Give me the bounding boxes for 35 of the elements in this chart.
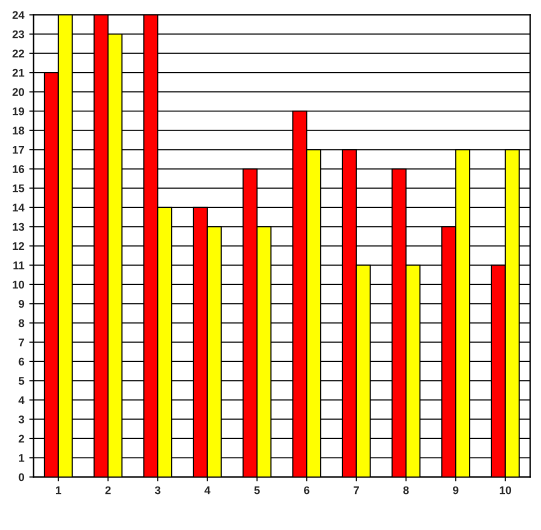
y-tick-label: 16 bbox=[12, 165, 24, 174]
y-tick-label: 0 bbox=[18, 473, 24, 482]
y-tick-label: 23 bbox=[12, 30, 24, 38]
y-tick-label: 22 bbox=[12, 50, 24, 58]
y-tick-label: 24 bbox=[12, 11, 24, 19]
y-tick-label: 13 bbox=[12, 222, 24, 231]
y-tick-label: 3 bbox=[18, 415, 24, 424]
y-tick-label: 5 bbox=[18, 377, 24, 385]
y-tick-label: 19 bbox=[12, 107, 24, 116]
y-tick-label: 14 bbox=[12, 204, 24, 212]
y-tick-label: 21 bbox=[12, 68, 24, 77]
y-tick-label: 6 bbox=[18, 358, 24, 366]
y-tick-label: 15 bbox=[12, 184, 24, 192]
x-tick-label: 4 bbox=[204, 486, 210, 494]
y-tick-label: 7 bbox=[18, 338, 24, 346]
y-tick-label: 17 bbox=[12, 146, 24, 154]
y-tick-label: 12 bbox=[12, 242, 24, 250]
y-tick-label: 10 bbox=[12, 280, 24, 289]
y-tick-label: 11 bbox=[13, 262, 24, 270]
x-tick-label: 8 bbox=[403, 486, 409, 494]
y-tick-label: 4 bbox=[18, 396, 24, 404]
x-tick-label: 1 bbox=[56, 486, 62, 494]
x-tick-label: 10 bbox=[500, 486, 512, 494]
y-tick-label: 1 bbox=[19, 454, 24, 462]
x-tick-label: 2 bbox=[105, 486, 111, 494]
y-tick-label: 20 bbox=[12, 88, 24, 96]
y-tick-label: 2 bbox=[18, 434, 24, 443]
x-tick-label: 9 bbox=[452, 486, 458, 494]
x-tick-label: 3 bbox=[154, 486, 160, 494]
y-tick-label: 9 bbox=[18, 300, 24, 308]
x-tick-label: 6 bbox=[304, 486, 310, 494]
x-tick-label: 5 bbox=[254, 486, 260, 494]
y-tick-label: 18 bbox=[12, 126, 24, 135]
x-tick-label: 7 bbox=[354, 486, 359, 494]
y-tick-label: 8 bbox=[18, 319, 24, 328]
